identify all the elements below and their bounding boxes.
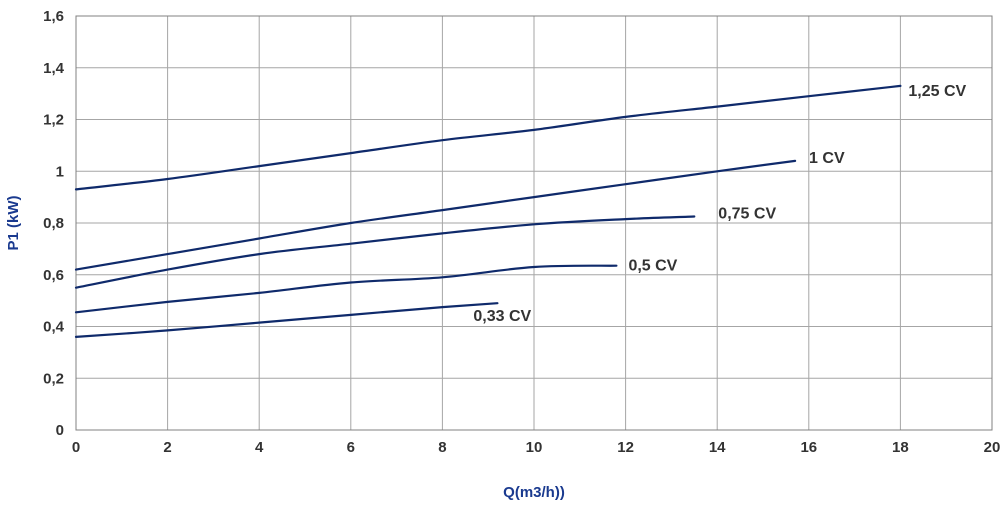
x-axis-tick-labels: 0 2 4 6 8 10 12 14 16 18 20 bbox=[72, 439, 1000, 456]
y-axis-title: P1 (kW) bbox=[5, 195, 22, 250]
series-label-1-cv-cv: 1 CV bbox=[809, 150, 845, 167]
x-axis-title: Q(m3/h)) bbox=[503, 484, 565, 501]
series-label-0-75-cv-cv: 0,75 CV bbox=[718, 206, 776, 223]
x-tick-label: 10 bbox=[526, 439, 543, 456]
series-line-1-25-cv-cv bbox=[74, 84, 902, 191]
y-tick-label: 1 bbox=[56, 163, 64, 180]
series-label-0-5-cv-cv: 0,5 CV bbox=[628, 258, 677, 275]
series-line-0-75-cv-cv bbox=[74, 215, 696, 289]
series-line-0-5-cv-cv bbox=[74, 264, 618, 314]
x-tick-label: 14 bbox=[709, 439, 726, 456]
grid-lines bbox=[75, 15, 993, 431]
y-tick-label: 0,8 bbox=[43, 215, 64, 232]
series-curves bbox=[74, 84, 902, 338]
x-tick-label: 18 bbox=[892, 439, 909, 456]
series-labels: 1,25 CV 1 CV 0,75 CV 0,5 CV 0,33 CV bbox=[473, 83, 966, 325]
x-tick-label: 8 bbox=[438, 439, 446, 456]
y-tick-label: 1,2 bbox=[43, 112, 64, 129]
x-tick-label: 12 bbox=[617, 439, 634, 456]
y-tick-label: 0,4 bbox=[43, 319, 65, 336]
series-label-0-33-cv-cv: 0,33 CV bbox=[473, 308, 531, 325]
series-line-1-cv-cv bbox=[74, 159, 797, 271]
x-tick-label: 6 bbox=[347, 439, 355, 456]
x-tick-label: 20 bbox=[984, 439, 1000, 456]
y-tick-label: 0 bbox=[56, 422, 64, 439]
y-tick-label: 1,6 bbox=[43, 8, 64, 25]
y-tick-label: 1,4 bbox=[43, 60, 65, 77]
x-tick-label: 2 bbox=[163, 439, 171, 456]
y-tick-label: 0,2 bbox=[43, 370, 64, 387]
series-line-0-33-cv-cv bbox=[74, 302, 499, 338]
x-tick-label: 0 bbox=[72, 439, 80, 456]
x-tick-label: 4 bbox=[255, 439, 264, 456]
series-label-1-25-cv-cv: 1,25 CV bbox=[908, 83, 966, 100]
x-tick-label: 16 bbox=[800, 439, 817, 456]
plot-frame bbox=[75, 15, 993, 431]
y-tick-label: 0,6 bbox=[43, 267, 64, 284]
y-axis-tick-labels: 0 0,2 0,4 0,6 0,8 1 1,2 1,4 1,6 bbox=[43, 8, 65, 439]
